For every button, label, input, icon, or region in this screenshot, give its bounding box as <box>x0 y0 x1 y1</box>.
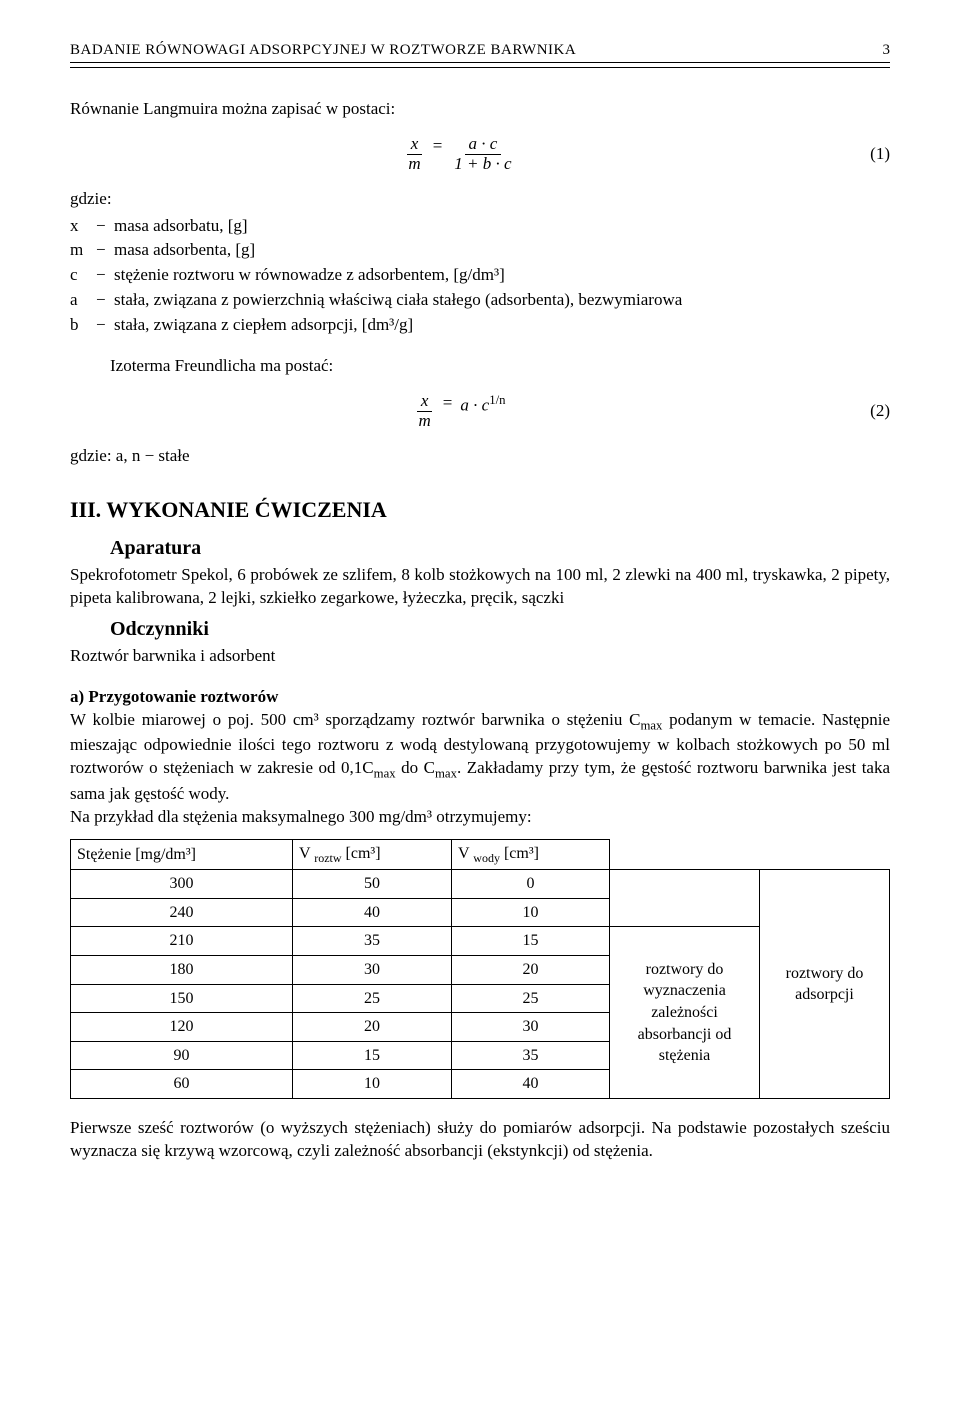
table-row: 300 50 0 roztwory do adsorpcji <box>71 870 890 899</box>
equation-1-left-fraction: x m <box>404 135 424 173</box>
def-dash: − <box>96 215 114 238</box>
def-dash: − <box>96 314 114 337</box>
def-sym: b <box>70 314 96 337</box>
def-dash: − <box>96 289 114 312</box>
eq1-left-den: m <box>404 155 424 174</box>
aparatura-text: Spekrofotometr Spekol, 6 probówek ze szl… <box>70 564 890 610</box>
equation-1-body: x m = a · c 1 + b · c <box>70 135 850 173</box>
header-rule <box>70 67 890 68</box>
odczynniki-text: Roztwór barwnika i adsorbent <box>70 645 890 668</box>
cell-empty <box>610 870 760 927</box>
eq1-left-num: x <box>407 135 423 155</box>
def-sym: a <box>70 289 96 312</box>
header-title: BADANIE RÓWNOWAGI ADSORPCYJNEJ W ROZTWOR… <box>70 40 576 60</box>
note-right: roztwory do adsorpcji <box>760 870 890 1099</box>
footer-paragraph: Pierwsze sześć roztworów (o wyższych stę… <box>70 1117 890 1163</box>
cell-vr: 10 <box>292 1070 451 1099</box>
def-row: m−masa adsorbenta, [g] <box>70 239 890 262</box>
definitions-list: x−masa adsorbatu, [g] m−masa adsorbenta,… <box>70 215 890 338</box>
th-vwody: V wody [cm³] <box>452 839 610 869</box>
cell-vw: 35 <box>452 1041 610 1070</box>
def-dash: − <box>96 239 114 262</box>
page-number: 3 <box>883 40 891 60</box>
def-desc: masa adsorbatu, [g] <box>114 215 890 238</box>
cell-vw: 40 <box>452 1070 610 1099</box>
page-header: BADANIE RÓWNOWAGI ADSORPCYJNEJ W ROZTWOR… <box>70 40 890 63</box>
cell-vr: 25 <box>292 984 451 1013</box>
cell-c: 150 <box>71 984 293 1013</box>
cell-vw: 30 <box>452 1013 610 1042</box>
a-sub-2: max <box>374 767 396 781</box>
cell-c: 120 <box>71 1013 293 1042</box>
equation-2-label: (2) <box>850 400 890 423</box>
eq2-left-den: m <box>415 412 435 431</box>
langmuir-intro: Równanie Langmuira można zapisać w posta… <box>70 98 890 121</box>
equation-1: x m = a · c 1 + b · c (1) <box>70 135 890 173</box>
def-row: c−stężenie roztworu w równowadze z adsor… <box>70 264 890 287</box>
cell-c: 90 <box>71 1041 293 1070</box>
equals-sign: = <box>435 392 461 430</box>
def-sym: x <box>70 215 96 238</box>
a-text-1: W kolbie miarowej o poj. 500 cm³ sporząd… <box>70 710 640 729</box>
a-text-1c2: do C <box>396 758 435 777</box>
cell-vr: 50 <box>292 870 451 899</box>
concentration-table: Stężenie [mg/dm³] V roztw [cm³] V wody [… <box>70 839 890 1099</box>
def-row: b−stała, związana z ciepłem adsorpcji, [… <box>70 314 890 337</box>
eq2-right-exp: 1/n <box>489 393 505 407</box>
equation-1-right-fraction: a · c 1 + b · c <box>450 135 515 173</box>
def-desc: stała, związana z powierzchnią właściwą … <box>114 289 890 312</box>
cell-vw: 20 <box>452 956 610 985</box>
eq1-right-num: a · c <box>465 135 502 155</box>
cell-vw: 0 <box>452 870 610 899</box>
equation-2-right: a · c1/n <box>460 392 505 430</box>
equation-2: x m = a · c1/n (2) <box>70 392 890 430</box>
equation-2-left-fraction: x m <box>415 392 435 430</box>
def-sym: c <box>70 264 96 287</box>
section-3-heading: III. WYKONANIE ĆWICZENIA <box>70 495 890 525</box>
th-empty-1 <box>610 839 760 869</box>
cell-c: 210 <box>71 927 293 956</box>
def-row: x−masa adsorbatu, [g] <box>70 215 890 238</box>
def-desc: stała, związana z ciepłem adsorpcji, [dm… <box>114 314 890 337</box>
th-concentration: Stężenie [mg/dm³] <box>71 839 293 869</box>
a-sub-1: max <box>640 718 662 732</box>
th-empty-2 <box>760 839 890 869</box>
eq2-right-base: a · c <box>460 396 489 415</box>
cell-vw: 10 <box>452 898 610 927</box>
a-sub-3: max <box>435 767 457 781</box>
a-paragraph-2: Na przykład dla stężenia maksymalnego 30… <box>70 806 890 829</box>
def-sym: m <box>70 239 96 262</box>
equation-1-label: (1) <box>850 143 890 166</box>
cell-c: 240 <box>71 898 293 927</box>
odczynniki-heading: Odczynniki <box>70 616 890 643</box>
cell-vr: 30 <box>292 956 451 985</box>
a-paragraph-1: W kolbie miarowej o poj. 500 cm³ sporząd… <box>70 709 890 806</box>
cell-vw: 15 <box>452 927 610 956</box>
note-left: roztwory do wyznaczenia zależności absor… <box>610 927 760 1099</box>
cell-vw: 25 <box>452 984 610 1013</box>
cell-c: 180 <box>71 956 293 985</box>
th-vroztw: V roztw [cm³] <box>292 839 451 869</box>
equals-sign: = <box>425 135 451 173</box>
cell-vr: 40 <box>292 898 451 927</box>
cell-vr: 20 <box>292 1013 451 1042</box>
cell-c: 300 <box>71 870 293 899</box>
equation-2-body: x m = a · c1/n <box>70 392 850 430</box>
table-header-row: Stężenie [mg/dm³] V roztw [cm³] V wody [… <box>71 839 890 869</box>
cell-vr: 15 <box>292 1041 451 1070</box>
a-heading: a) Przygotowanie roztworów <box>70 686 890 709</box>
def-desc: masa adsorbenta, [g] <box>114 239 890 262</box>
where-label: gdzie: <box>70 188 890 211</box>
cell-vr: 35 <box>292 927 451 956</box>
eq2-left-num: x <box>417 392 433 412</box>
freundlich-intro: Izoterma Freundlicha ma postać: <box>70 355 890 378</box>
def-desc: stężenie roztworu w równowadze z adsorbe… <box>114 264 890 287</box>
aparatura-heading: Aparatura <box>70 535 890 562</box>
def-dash: − <box>96 264 114 287</box>
where-2: gdzie: a, n − stałe <box>70 445 890 468</box>
eq1-right-den: 1 + b · c <box>450 155 515 174</box>
def-row: a−stała, związana z powierzchnią właściw… <box>70 289 890 312</box>
cell-c: 60 <box>71 1070 293 1099</box>
